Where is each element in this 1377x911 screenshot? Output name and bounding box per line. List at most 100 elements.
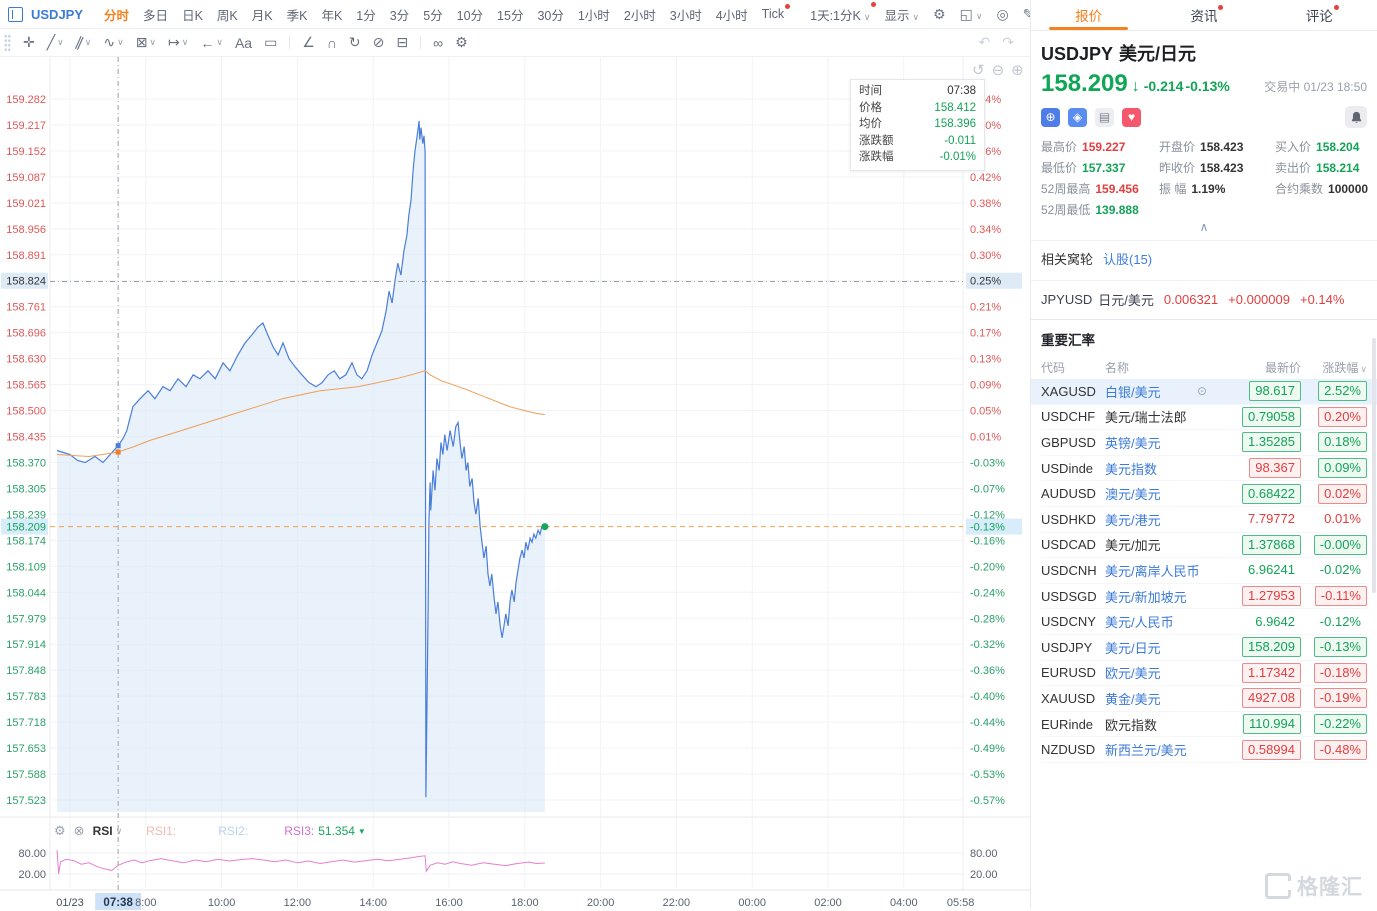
reverse-pair-row[interactable]: JPYUSD 日元/美元 0.006321 +0.000009 +0.14%	[1041, 281, 1367, 319]
tab-评论[interactable]: 评论	[1262, 0, 1377, 30]
svg-text:-0.03%: -0.03%	[970, 457, 1005, 469]
zoom-out-icon[interactable]: ⊖	[991, 62, 1005, 79]
rate-row-USDJPY[interactable]: USDJPY 美元/日元 158.209 -0.13%	[1041, 635, 1367, 661]
rate-row-USDinde[interactable]: USDinde 美元指数 98.367 0.09%	[1041, 456, 1367, 482]
rate-row-USDSGD[interactable]: USDSGD 美元/新加坡元 1.27953 -0.11%	[1041, 584, 1367, 610]
favorite-icon[interactable]: ♥	[1122, 107, 1141, 127]
symbol-label[interactable]: USDJPY	[31, 6, 84, 22]
delete-drawings-icon[interactable]: ⊟	[396, 34, 409, 50]
drag-handle-icon[interactable]	[4, 33, 11, 52]
col-pct-sort[interactable]: 涨跌幅 ∨	[1322, 360, 1367, 375]
rsi3-value: 51.354	[318, 824, 355, 838]
undo-icon[interactable]: ↶	[978, 34, 991, 50]
timeframe-周K[interactable]: 周K	[216, 8, 238, 23]
hide-drawings-icon[interactable]: ⊘	[372, 34, 385, 50]
timeframe-30分[interactable]: 30分	[537, 8, 564, 23]
continuous-draw-icon[interactable]: ↻	[348, 34, 361, 50]
timeframe-月K[interactable]: 月K	[251, 8, 273, 23]
cursor-move-icon[interactable]: ✛	[23, 34, 35, 50]
timeframe-季K[interactable]: 季K	[286, 8, 308, 23]
chevron-down-icon: ∨	[863, 11, 871, 22]
rsi-close-icon[interactable]: ⊗	[73, 823, 85, 838]
pattern-tool-icon[interactable]: ⊠ ∨	[135, 34, 157, 50]
svg-text:0.34%: 0.34%	[970, 224, 1001, 236]
measure-tool-icon[interactable]: ↦ ∨	[168, 34, 189, 50]
timeframe-日K[interactable]: 日K	[182, 8, 203, 23]
warrants-link[interactable]: 认股(15)	[1103, 252, 1153, 267]
news-icon[interactable]: ▤	[1095, 107, 1114, 127]
rate-row-EURUSD[interactable]: EURUSD 欧元/美元 1.17342 -0.18%	[1041, 661, 1367, 687]
collapse-stats-button[interactable]: ∧	[1199, 220, 1209, 234]
reset-view-icon[interactable]: ↺	[972, 62, 985, 79]
layout-select-icon[interactable]: ◱ ∨	[959, 5, 983, 22]
rate-row-USDCNH[interactable]: USDCNH 美元/离岸人民币 6.96241 -0.02%	[1041, 558, 1367, 584]
rate-row-GBPUSD[interactable]: GBPUSD 英镑/美元 1.35285 0.18%	[1041, 430, 1367, 456]
text-tool-icon[interactable]: Aa	[234, 34, 253, 51]
tag-icon[interactable]: ◈	[1068, 107, 1087, 127]
chevron-down-icon[interactable]: ∨	[115, 825, 123, 836]
rsi-title[interactable]: RSI	[92, 824, 113, 838]
rate-row-EURinde[interactable]: EURinde 欧元指数 110.994 -0.22%	[1041, 712, 1367, 738]
timeframe-1小时[interactable]: 1小时	[577, 8, 610, 23]
last-price: 158.209	[1041, 70, 1128, 97]
chart-style-icon[interactable]	[8, 6, 23, 22]
period-dropdown[interactable]: 1天:1分K ∨	[810, 1, 877, 24]
arrow-tool-icon[interactable]: ← ∨	[200, 34, 223, 51]
rate-row-USDHKD[interactable]: USDHKD 美元/港元 7.79772 0.01%	[1041, 507, 1367, 533]
timeframe-3分[interactable]: 3分	[389, 8, 410, 23]
trendline-tool-icon[interactable]: ╱ ∨	[46, 34, 64, 50]
rate-row-USDCHF[interactable]: USDCHF 美元/瑞士法郎 0.79058 0.20%	[1041, 405, 1367, 431]
timeframe-分时[interactable]: 分时	[104, 8, 130, 23]
rsi-settings-icon[interactable]: ⚙	[54, 823, 66, 838]
timeframe-1分[interactable]: 1分	[356, 8, 376, 23]
chart-area[interactable]: 159.282 159.217 159.152 159.087 159.021 158.9…	[0, 57, 1030, 911]
wave-tool-icon[interactable]: ∿ ∨	[103, 34, 124, 50]
angle-tool-icon[interactable]: ∠	[302, 34, 315, 50]
scrollbar[interactable]	[1372, 338, 1376, 593]
rate-row-XAGUSD[interactable]: XAGUSD 白银/美元 ⊙ 98.617 2.52%	[1031, 379, 1377, 405]
channel-tool-icon[interactable]: ∥ ∨	[73, 33, 92, 51]
camera-icon[interactable]: ◎	[996, 5, 1009, 22]
timeframe-5分[interactable]: 5分	[423, 8, 443, 23]
timeframe-3小时[interactable]: 3小时	[669, 8, 702, 23]
rate-row-USDCAD[interactable]: USDCAD 美元/加元 1.37868 -0.00%	[1041, 533, 1367, 559]
timeframe-年K[interactable]: 年K	[321, 8, 343, 23]
col-name: 名称	[1105, 360, 1130, 375]
compare-icon[interactable]: ∞	[433, 34, 444, 51]
svg-text:0.17%: 0.17%	[970, 328, 1001, 340]
notification-dot	[871, 1, 877, 7]
rates-section-title: 重要汇率	[1041, 333, 1095, 348]
rate-row-AUDUSD[interactable]: AUDUSD 澳元/美元 0.68422 0.02%	[1041, 481, 1367, 507]
svg-text:22:00: 22:00	[663, 897, 691, 909]
tab-报价[interactable]: 报价	[1031, 0, 1146, 30]
timeframe-2小时[interactable]: 2小时	[623, 8, 656, 23]
market-icon[interactable]: ⊕	[1041, 107, 1060, 127]
tab-资讯[interactable]: 资讯	[1146, 0, 1261, 30]
display-dropdown[interactable]: 显示 ∨	[884, 8, 920, 23]
draw-note-icon[interactable]: ✎	[1022, 5, 1035, 22]
zoom-in-icon[interactable]: ⊕	[1011, 62, 1024, 79]
svg-text:157.848: 157.848	[6, 665, 46, 677]
rate-row-USDCNY[interactable]: USDCNY 美元/人民币 6.9642 -0.12%	[1041, 609, 1367, 635]
timeframe-15分[interactable]: 15分	[497, 8, 524, 23]
drawing-settings-icon[interactable]: ⚙	[455, 34, 468, 50]
alert-bell-icon[interactable]	[1345, 106, 1367, 128]
reverse-pair-code: JPYUSD	[1041, 292, 1093, 307]
svg-text:158.565: 158.565	[6, 380, 46, 392]
rate-row-NZDUSD[interactable]: NZDUSD 新西兰元/美元 0.58994 -0.48%	[1041, 737, 1367, 763]
magnet-icon[interactable]: ∩	[326, 34, 337, 51]
timeframe-10分[interactable]: 10分	[456, 8, 484, 23]
redo-icon[interactable]: ↷	[1002, 34, 1014, 50]
stat-52周最低: 52周最低 139.888	[1041, 203, 1139, 217]
timeframe-Tick[interactable]: Tick	[762, 4, 791, 21]
svg-text:157.523: 157.523	[6, 795, 46, 807]
rate-row-XAUUSD[interactable]: XAUUSD 黄金/美元 4927.08 -0.19%	[1041, 686, 1367, 712]
svg-text:158.370: 158.370	[6, 457, 46, 469]
svg-text:-0.32%: -0.32%	[970, 639, 1005, 651]
chart-settings-icon[interactable]: ⚙	[933, 5, 946, 22]
watch-target-icon[interactable]: ⊙	[1196, 384, 1207, 399]
comment-tool-icon[interactable]: ▭	[264, 34, 278, 50]
timeframe-4小时[interactable]: 4小时	[715, 8, 748, 23]
timeframe-多日[interactable]: 多日	[143, 8, 169, 23]
